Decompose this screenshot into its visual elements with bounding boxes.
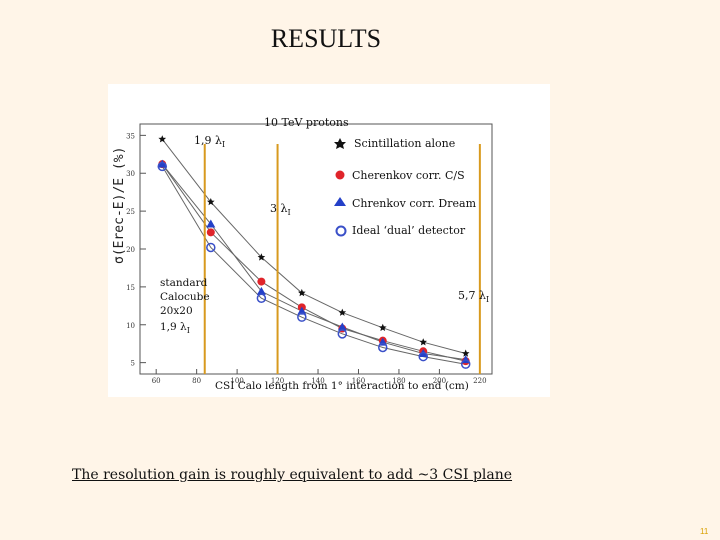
data-point-star: [379, 323, 387, 331]
svg-text:1,9 λI: 1,9 λI: [160, 321, 190, 335]
data-point-triangle: [256, 286, 266, 295]
slide-title: RESULTS: [270, 24, 382, 53]
legend-label-scintillation: Scintillation alone: [354, 137, 455, 150]
fit-curve-series-3: [161, 166, 466, 365]
legend-entry-scintillation: Scintillation alone: [334, 137, 455, 150]
x-tick-label: 200: [433, 377, 446, 385]
chart-title: 10 TeV protons: [264, 116, 349, 129]
y-tick-label: 30: [126, 170, 135, 178]
y-axis-label: σ(Erec-E)/E (%): [112, 146, 127, 264]
svg-text:Calocube: Calocube: [160, 291, 210, 303]
x-tick-label: 220: [473, 377, 486, 385]
data-points: [157, 135, 471, 369]
data-point-open-circle: [206, 242, 216, 253]
data-point-star: [298, 288, 306, 297]
x-tick-label: 140: [311, 377, 324, 385]
legend-open-circle-marker: [335, 225, 347, 237]
x-tick-label: 80: [192, 377, 201, 385]
fit-curve-series-0: [161, 138, 466, 354]
data-point-triangle: [206, 219, 216, 228]
legend-circle-marker: [335, 170, 345, 180]
y-tick-label: 10: [126, 322, 135, 330]
data-point-triangle: [157, 159, 167, 168]
x-axis-label: CSI Calo length from 1° interaction to e…: [215, 380, 469, 392]
y-tick-label: 25: [126, 208, 135, 216]
data-point-star: [461, 349, 470, 357]
svg-text:20x20: 20x20: [160, 305, 193, 317]
data-point-triangle: [337, 322, 347, 331]
data-point-circle: [206, 228, 215, 237]
data-point-open-circle: [378, 342, 388, 353]
footer-note: The resolution gain is roughly equivalen…: [72, 467, 513, 483]
data-point-open-circle: [157, 161, 168, 172]
fit-curve-series-2: [161, 163, 466, 361]
legend-label-ideal: Ideal ‘dual’ detector: [352, 224, 466, 237]
y-ticks: 5 10 15 20 25 30 35: [126, 132, 146, 368]
legend: Scintillation alone Cherenkov corr. C/S …: [334, 137, 477, 237]
data-point-circle: [257, 277, 266, 286]
legend-star-marker: [334, 138, 346, 149]
y-tick-label: 15: [126, 284, 135, 292]
data-point-star: [338, 308, 347, 316]
data-point-star: [257, 253, 266, 261]
data-point-open-circle: [256, 293, 267, 303]
legend-entry-ideal: Ideal ‘dual’ detector: [335, 224, 466, 237]
data-point-star: [207, 198, 215, 206]
data-point-open-circle: [418, 351, 428, 362]
annotation-standard-calocube: standard Calocube 20x20 1,9 λI: [160, 277, 210, 335]
y-tick-label: 5: [131, 360, 135, 368]
y-tick-label: 20: [126, 246, 135, 254]
svg-text:standard: standard: [160, 277, 208, 289]
annotation-1-9-lambda: 1,9 λI: [194, 134, 225, 149]
data-point-triangle: [297, 306, 307, 315]
x-tick-label: 60: [152, 377, 161, 385]
x-tick-label: 120: [271, 377, 284, 385]
annotation-3-lambda: 3 λI: [270, 202, 291, 217]
y-tick-label: 35: [126, 132, 135, 140]
legend-triangle-marker: [334, 197, 346, 206]
chart-background: [108, 84, 550, 397]
annotation-5-7-lambda: 5,7 λI: [458, 289, 489, 304]
legend-label-dream: Chrenkov corr. Dream: [352, 197, 477, 210]
fit-curve-series-1: [161, 163, 466, 362]
data-point-open-circle: [337, 329, 348, 339]
x-tick-label: 160: [352, 377, 365, 385]
legend-label-cherenkov-cs: Cherenkov corr. C/S: [352, 169, 465, 182]
data-point-star: [419, 338, 427, 346]
data-point-open-circle: [297, 312, 307, 322]
vertical-markers: [203, 144, 481, 374]
page-number: 11: [700, 527, 709, 536]
chart: 60 80 100 120 140 160 180 200 220 5101520253035 …: [108, 84, 550, 397]
x-tick-label: 100: [230, 377, 243, 385]
x-tick-label: 180: [392, 377, 405, 385]
data-point-star: [158, 135, 167, 143]
legend-entry-cherenkov-cs: Cherenkov corr. C/S: [335, 169, 465, 182]
fit-curves: [161, 138, 466, 365]
data-point-open-circle: [460, 359, 471, 369]
legend-entry-dream: Chrenkov corr. Dream: [334, 197, 477, 210]
